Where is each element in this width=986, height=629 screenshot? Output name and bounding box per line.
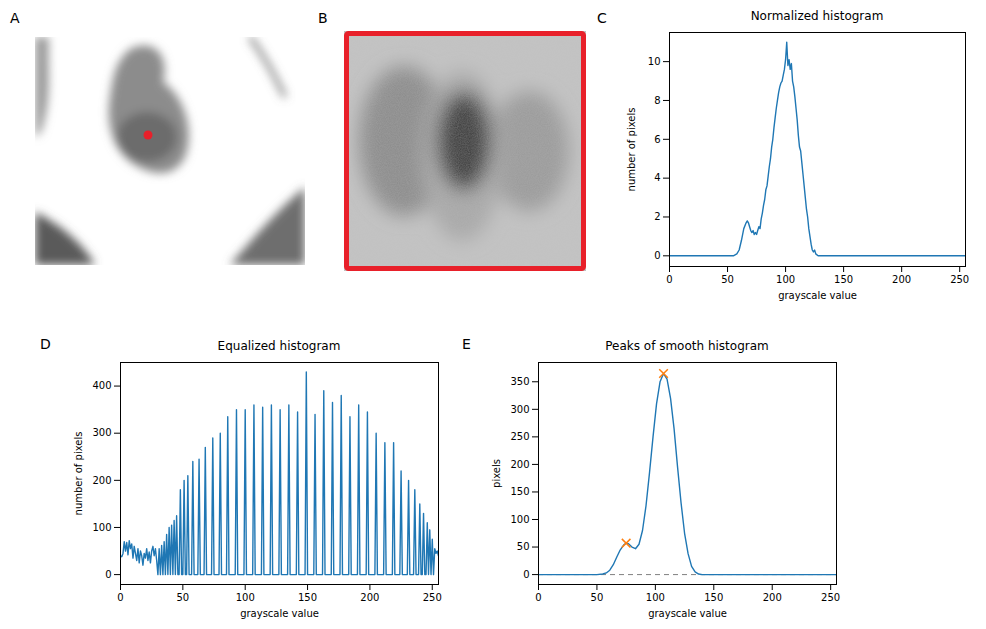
- svg-text:0: 0: [117, 592, 123, 603]
- svg-text:10: 10: [648, 56, 661, 67]
- html-text:Peaks of smooth histogram: Peaks of smooth histogram: [605, 339, 769, 353]
- svg-text:100: 100: [510, 514, 529, 525]
- svg-text:4: 4: [654, 172, 660, 183]
- svg-text:200: 200: [360, 592, 379, 603]
- html-text:D: D: [40, 336, 51, 352]
- svg-text:100: 100: [646, 592, 665, 603]
- svg-text:300: 300: [92, 427, 111, 438]
- html-text:C: C: [597, 10, 607, 26]
- svg-text:number of pixels: number of pixels: [626, 108, 637, 192]
- svg-text:50: 50: [721, 274, 734, 285]
- svg-text:200: 200: [892, 274, 911, 285]
- svg-text:250: 250: [821, 592, 840, 603]
- svg-text:250: 250: [510, 431, 529, 442]
- svg-text:200: 200: [510, 459, 529, 470]
- svg-text:200: 200: [92, 475, 111, 486]
- svg-text:150: 150: [834, 274, 853, 285]
- svg-text:number of pixels: number of pixels: [73, 432, 84, 516]
- svg-text:150: 150: [704, 592, 723, 603]
- html-text:Equalized histogram: Equalized histogram: [217, 339, 341, 353]
- svg-text:50: 50: [176, 592, 189, 603]
- svg-text:50: 50: [517, 541, 530, 552]
- svg-text:grayscale value: grayscale value: [778, 290, 857, 301]
- html-text:A: A: [10, 10, 20, 26]
- svg-text:400: 400: [92, 380, 111, 391]
- svg-text:50: 50: [591, 592, 604, 603]
- svg-text:300: 300: [510, 404, 529, 415]
- svg-text:8: 8: [654, 95, 660, 106]
- svg-text:200: 200: [763, 592, 782, 603]
- svg-text:100: 100: [776, 274, 795, 285]
- svg-text:150: 150: [298, 592, 317, 603]
- svg-text:0: 0: [105, 569, 111, 580]
- svg-text:0: 0: [535, 592, 541, 603]
- html-text:Normalized histogram: Normalized histogram: [750, 9, 884, 23]
- svg-text:0: 0: [523, 569, 529, 580]
- svg-text:grayscale value: grayscale value: [240, 608, 319, 619]
- svg-text:0: 0: [654, 250, 660, 261]
- svg-text:150: 150: [510, 486, 529, 497]
- svg-text:250: 250: [950, 274, 969, 285]
- svg-text:pixels: pixels: [491, 459, 502, 488]
- svg-text:0: 0: [666, 274, 672, 285]
- svg-text:100: 100: [92, 522, 111, 533]
- html-text:E: E: [462, 336, 471, 352]
- html-text:B: B: [318, 10, 328, 26]
- svg-text:100: 100: [236, 592, 255, 603]
- svg-text:350: 350: [510, 376, 529, 387]
- svg-text:6: 6: [654, 134, 660, 145]
- svg-text:grayscale value: grayscale value: [648, 608, 727, 619]
- svg-text:250: 250: [423, 592, 442, 603]
- svg-text:2: 2: [654, 211, 660, 222]
